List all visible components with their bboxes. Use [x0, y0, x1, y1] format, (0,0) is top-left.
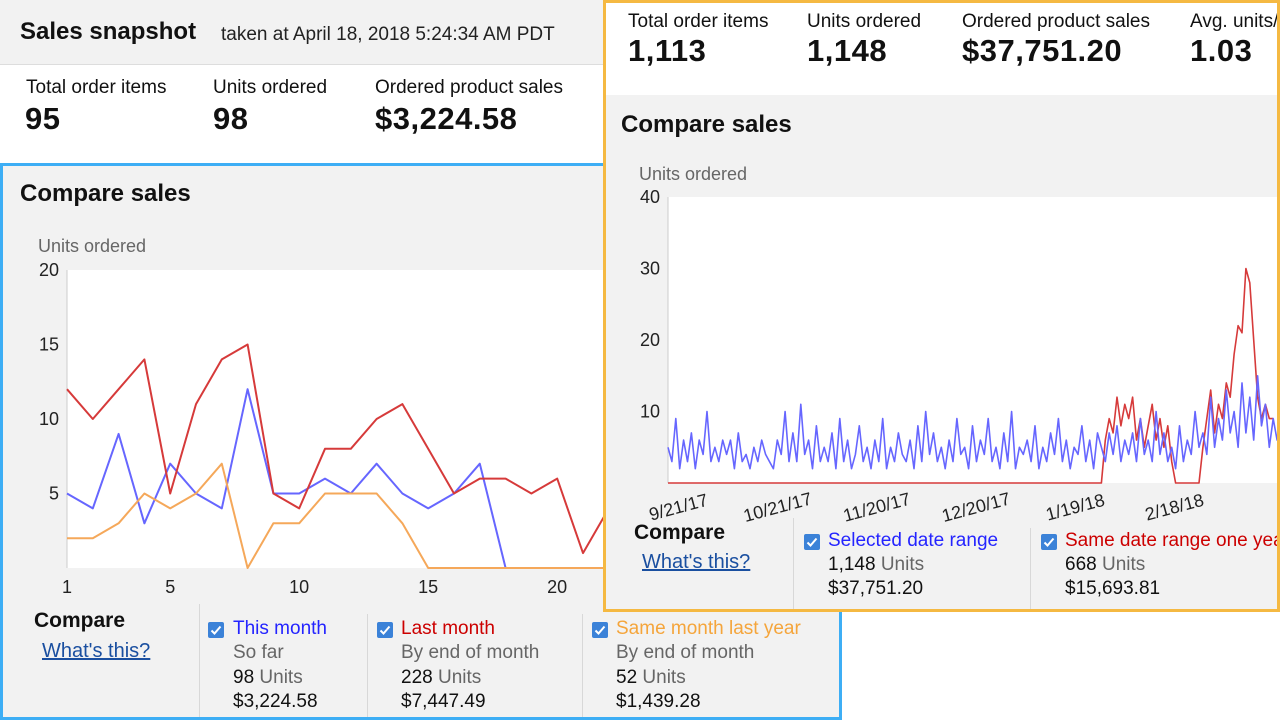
- divider: [199, 604, 200, 720]
- y-tick-label: 10: [640, 402, 660, 422]
- units-value: 1,148: [828, 554, 876, 575]
- metric-value-total-order-items: 1,113: [628, 33, 707, 68]
- series-sub-this-month: So far: [233, 642, 284, 663]
- metric-label-units-ordered: Units ordered: [213, 77, 328, 98]
- series-line-same-month-last-year: [67, 462, 609, 569]
- checkmark-icon: [594, 625, 606, 635]
- metric-label-avg-units: Avg. units/: [1190, 11, 1279, 32]
- series-label-same-month-last-year[interactable]: Same month last year: [616, 618, 801, 639]
- y-tick-label: 15: [39, 335, 59, 355]
- y-tick-label: 10: [39, 409, 59, 429]
- series-units-selected-date-range: 1,148 Units: [828, 554, 924, 576]
- units-word: Units: [259, 667, 303, 688]
- divider: [367, 614, 368, 720]
- compare-sales-title: Compare sales: [20, 180, 191, 207]
- same-date-range-one-year-checkbox[interactable]: [1041, 534, 1057, 550]
- divider: [1030, 528, 1031, 609]
- series-label-same-date-range-one-year[interactable]: Same date range one yea: [1065, 530, 1280, 551]
- selected-date-range-checkbox[interactable]: [804, 534, 820, 550]
- series-sales-last-month: $7,447.49: [401, 691, 486, 712]
- series-units-last-month: 228 Units: [401, 667, 481, 689]
- checkmark-icon: [210, 625, 222, 635]
- y-tick-label: 20: [39, 260, 59, 280]
- units-word: Units: [437, 667, 482, 688]
- compare-label: Compare: [34, 609, 126, 632]
- whats-this-link[interactable]: What's this?: [42, 640, 151, 662]
- date-range-panel: Total order items 1,113 Units ordered 1,…: [603, 0, 1280, 612]
- units-value: 668: [1065, 554, 1097, 575]
- y-tick-label: 5: [49, 484, 59, 504]
- series-units-same-date-range-one-year: 668 Units: [1065, 554, 1145, 576]
- series-sales-same-month-last-year: $1,439.28: [616, 691, 701, 712]
- series-sub-same-month-last-year: By end of month: [616, 642, 755, 663]
- units-word: Units: [1101, 554, 1146, 575]
- metric-value-units-ordered: 1,148: [807, 33, 888, 68]
- series-line-last-month: [66, 343, 610, 555]
- snapshot-title: Sales snapshot: [20, 18, 197, 45]
- units-value: 228: [401, 667, 433, 688]
- series-line-this-month: [66, 388, 507, 569]
- x-tick-label: 1: [62, 577, 72, 597]
- divider: [582, 614, 583, 720]
- series-label-selected-date-range[interactable]: Selected date range: [828, 530, 999, 551]
- snapshot-timestamp: taken at April 18, 2018 5:24:34 AM PDT: [221, 24, 555, 45]
- this-month-checkbox[interactable]: [208, 622, 224, 638]
- series-line-selected-date-range: [667, 375, 1277, 470]
- series-units-this-month: 98 Units: [233, 667, 303, 689]
- metric-value-ordered-product-sales: $3,224.58: [375, 101, 518, 136]
- units-value: 98: [233, 667, 255, 688]
- chart-y-axis-title: Units ordered: [38, 236, 147, 256]
- x-tick-label: 10: [289, 577, 309, 597]
- units-value: 52: [616, 667, 638, 688]
- checkmark-icon: [1043, 537, 1055, 547]
- y-tick-label: 30: [640, 259, 660, 279]
- series-sales-this-month: $3,224.58: [233, 691, 318, 712]
- x-tick-label: 15: [418, 577, 438, 597]
- compare-label: Compare: [634, 521, 726, 544]
- checkmark-icon: [806, 537, 818, 547]
- x-tick-label: 20: [547, 577, 567, 597]
- chart-y-axis-title: Units ordered: [639, 164, 748, 184]
- y-tick-label: 20: [640, 330, 660, 350]
- series-sub-last-month: By end of month: [401, 642, 540, 663]
- units-word: Units: [880, 554, 925, 575]
- last-month-checkbox[interactable]: [377, 622, 393, 638]
- compare-sales-title: Compare sales: [621, 111, 792, 138]
- units-word: Units: [642, 667, 686, 688]
- checkmark-icon: [379, 625, 391, 635]
- metric-value-units-ordered: 98: [213, 101, 249, 136]
- series-sales-same-date-range-one-year: $15,693.81: [1065, 578, 1161, 599]
- series-sales-selected-date-range: $37,751.20: [828, 578, 924, 599]
- metric-value-total-order-items: 95: [25, 101, 61, 136]
- series-label-this-month[interactable]: This month: [233, 618, 327, 639]
- metric-label-ordered-product-sales: Ordered product sales: [962, 11, 1150, 32]
- metric-label-units-ordered: Units ordered: [807, 11, 922, 32]
- plot-area: [668, 197, 1277, 483]
- series-label-last-month[interactable]: Last month: [401, 618, 495, 639]
- series-line-same-date-range-one-year: [668, 267, 1274, 484]
- metric-value-ordered-product-sales: $37,751.20: [962, 33, 1123, 68]
- x-tick-label: 5: [165, 577, 175, 597]
- same-month-last-year-checkbox[interactable]: [592, 622, 608, 638]
- metric-label-ordered-product-sales: Ordered product sales: [375, 77, 563, 98]
- metric-value-avg-units: 1.03: [1190, 33, 1253, 68]
- whats-this-link[interactable]: What's this?: [642, 551, 751, 573]
- series-units-same-month-last-year: 52 Units: [616, 667, 686, 689]
- metric-label-total-order-items: Total order items: [628, 11, 769, 32]
- metric-label-total-order-items: Total order items: [26, 77, 167, 98]
- divider: [793, 518, 794, 609]
- y-tick-label: 40: [640, 187, 660, 207]
